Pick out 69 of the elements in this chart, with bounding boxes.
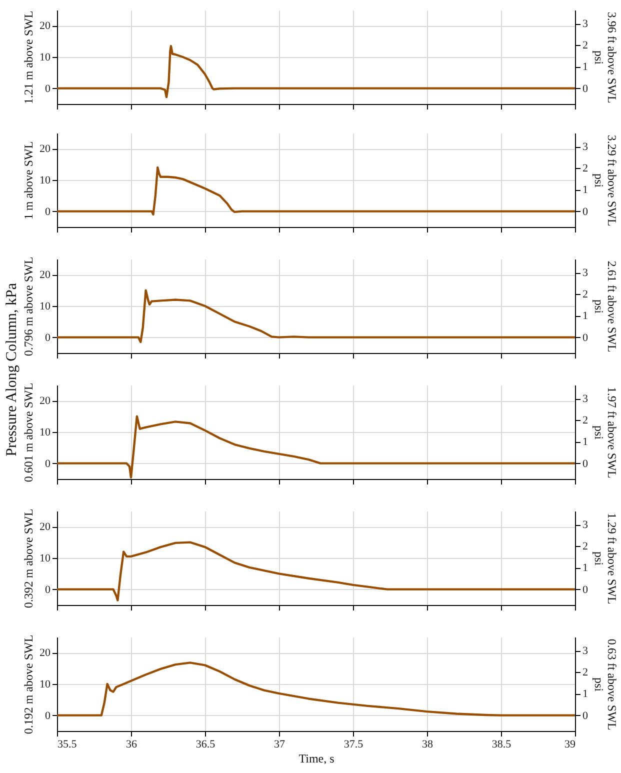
y-tick-label: 0 — [45, 584, 51, 596]
y2-tick-label: 0 — [582, 584, 588, 596]
y2-tick-label: 3 — [582, 393, 588, 406]
x-tick-label: 39 — [564, 738, 576, 750]
y-tick-label: 20 — [40, 269, 51, 282]
y-tick-label: 0 — [45, 206, 51, 218]
y2-tick-label: 2 — [582, 40, 588, 52]
y2-axis-title: 3.29 ft above SWL psi — [592, 134, 619, 226]
y-axis-title: 0.192 m above SWL — [22, 634, 36, 734]
x-tick-label: 36 — [126, 738, 138, 750]
x-axis-title: Time, s — [298, 752, 335, 766]
y2-tick-label: 1 — [582, 310, 588, 322]
y-tick-label: 10 — [40, 426, 51, 438]
y2-axis-title: 1.29 ft above SWL psi — [592, 512, 619, 604]
y-tick-label: 10 — [40, 300, 51, 312]
y-tick-label: 20 — [40, 647, 51, 660]
y2-tick-label: 0 — [582, 332, 588, 344]
y-tick-label: 20 — [40, 521, 51, 534]
x-tick-label: 35.5 — [58, 738, 78, 750]
y-tick-label: 10 — [40, 52, 51, 64]
y2-tick-label: 3 — [582, 18, 588, 30]
y-tick-label: 0 — [45, 710, 51, 722]
text: Pressure Along Column, kPa — [4, 283, 20, 457]
y2-tick-label: 2 — [582, 666, 588, 679]
y2-tick-label: 2 — [582, 414, 588, 427]
y2-tick-label: 0 — [582, 82, 588, 95]
y2-tick-label: 0 — [582, 458, 588, 470]
y2-tick-label: 1 — [582, 436, 588, 448]
y-tick-label: 0 — [45, 82, 51, 95]
y-axis-title: 0.392 m above SWL — [22, 508, 36, 608]
line-series — [56, 44, 576, 98]
y-axis-title: 1.21 m above SWL — [22, 10, 36, 104]
y-tick-label: 20 — [40, 395, 51, 408]
y2-tick-label: 0 — [582, 710, 588, 722]
y2-tick-label: 3 — [582, 519, 588, 532]
x-tick-label: 38.5 — [492, 738, 512, 750]
y2-tick-label: 2 — [582, 540, 588, 553]
y2-axis-title: 2.61 ft above SWL psi — [592, 260, 619, 352]
y2-tick-label: 2 — [582, 162, 588, 175]
y-tick-label: 10 — [40, 552, 51, 564]
y-tick-label: 10 — [40, 174, 51, 186]
y-axis-title: 1 m above SWL — [22, 141, 36, 220]
x-tick-label: 37 — [274, 738, 286, 750]
y2-tick-label: 1 — [582, 688, 588, 700]
y2-axis-title: 3.96 ft above SWL psi — [592, 12, 619, 104]
y-tick-label: 20 — [40, 143, 51, 156]
y2-tick-label: 3 — [582, 141, 588, 154]
y-tick-label: 20 — [40, 20, 51, 32]
y2-tick-label: 0 — [582, 206, 588, 218]
y-tick-label: 0 — [45, 332, 51, 344]
x-tick-label: 36.5 — [196, 738, 216, 750]
line-series — [56, 166, 576, 216]
y-tick-label: 0 — [45, 458, 51, 470]
y2-axis-title: 1.97 ft above SWL psi — [592, 386, 619, 478]
y2-tick-label: 2 — [582, 288, 588, 301]
line-series — [56, 662, 576, 716]
y-axis-title: 0.601 m above SWL — [22, 382, 36, 482]
x-tick-label: 38 — [422, 738, 434, 750]
y-axis-title: 0.796 m above SWL — [22, 256, 36, 356]
y2-axis-title: 0.63 ft above SWL psi — [592, 638, 619, 730]
x-tick-label: 37.5 — [344, 738, 364, 750]
y2-tick-label: 3 — [582, 645, 588, 658]
y2-tick-label: 1 — [582, 184, 588, 196]
y2-tick-label: 1 — [582, 562, 588, 574]
y-tick-label: 10 — [40, 678, 51, 690]
y2-tick-label: 3 — [582, 267, 588, 280]
line-series — [56, 541, 576, 602]
line-series — [56, 289, 576, 344]
y2-tick-label: 1 — [582, 61, 588, 74]
